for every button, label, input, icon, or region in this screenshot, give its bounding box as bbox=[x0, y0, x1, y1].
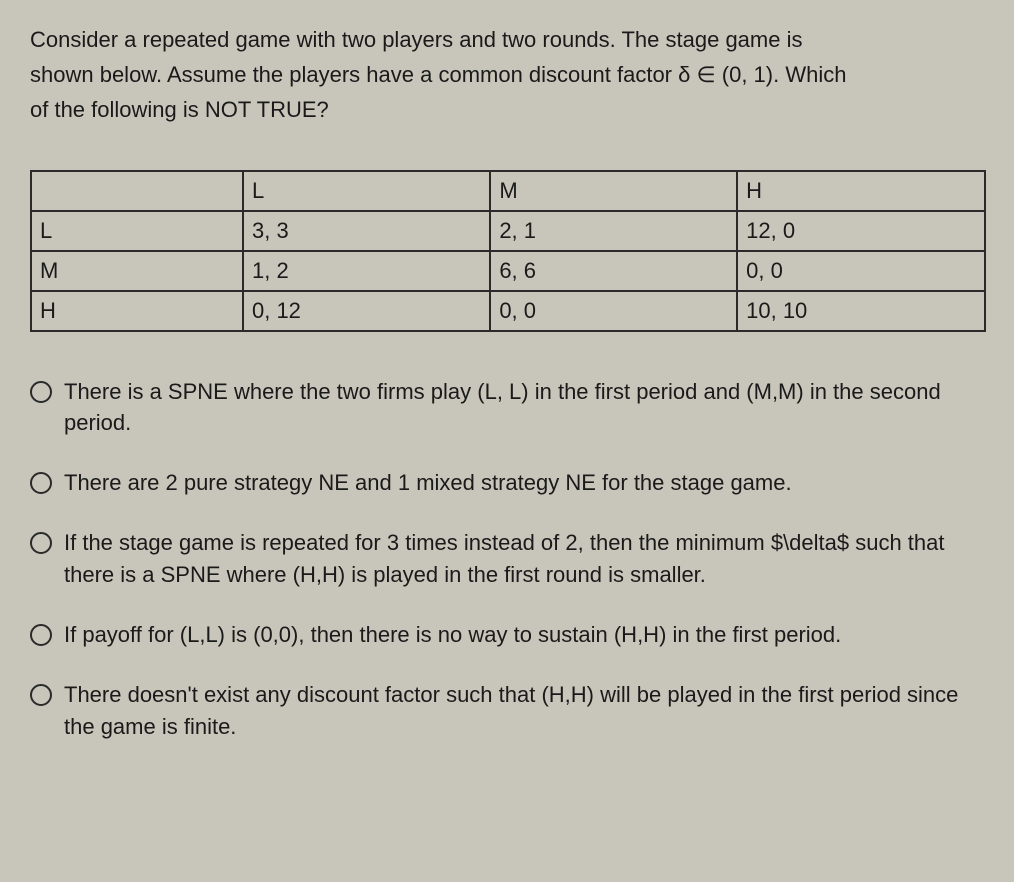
question-line-3: of the following is NOT TRUE? bbox=[30, 97, 329, 122]
payoff-cell: 0, 0 bbox=[490, 291, 737, 331]
payoff-cell: 3, 3 bbox=[243, 211, 490, 251]
option-text: If payoff for (L,L) is (0,0), then there… bbox=[64, 619, 988, 651]
option-text: If the stage game is repeated for 3 time… bbox=[64, 527, 988, 591]
row-header: L bbox=[31, 211, 243, 251]
radio-icon bbox=[30, 472, 52, 494]
question-page: Consider a repeated game with two player… bbox=[0, 0, 1014, 793]
table-header-row: L M H bbox=[31, 171, 985, 211]
option-text: There are 2 pure strategy NE and 1 mixed… bbox=[64, 467, 988, 499]
payoff-table: L M H L 3, 3 2, 1 12, 0 M 1, 2 6, 6 0, 0… bbox=[30, 170, 986, 332]
table-row: L 3, 3 2, 1 12, 0 bbox=[31, 211, 985, 251]
payoff-cell: 0, 12 bbox=[243, 291, 490, 331]
payoff-cell: 0, 0 bbox=[737, 251, 985, 291]
row-header: H bbox=[31, 291, 243, 331]
payoff-cell: 6, 6 bbox=[490, 251, 737, 291]
answer-option[interactable]: If payoff for (L,L) is (0,0), then there… bbox=[30, 619, 988, 651]
question-line-1: Consider a repeated game with two player… bbox=[30, 27, 802, 52]
radio-icon bbox=[30, 684, 52, 706]
payoff-cell: 12, 0 bbox=[737, 211, 985, 251]
table-corner-cell bbox=[31, 171, 243, 211]
col-header: H bbox=[737, 171, 985, 211]
radio-icon bbox=[30, 381, 52, 403]
answer-option[interactable]: There doesn't exist any discount factor … bbox=[30, 679, 988, 743]
table-row: M 1, 2 6, 6 0, 0 bbox=[31, 251, 985, 291]
answer-options: There is a SPNE where the two firms play… bbox=[30, 376, 988, 743]
option-text: There doesn't exist any discount factor … bbox=[64, 679, 988, 743]
answer-option[interactable]: There are 2 pure strategy NE and 1 mixed… bbox=[30, 467, 988, 499]
col-header: M bbox=[490, 171, 737, 211]
row-header: M bbox=[31, 251, 243, 291]
radio-icon bbox=[30, 532, 52, 554]
question-stem: Consider a repeated game with two player… bbox=[30, 22, 988, 128]
option-text: There is a SPNE where the two firms play… bbox=[64, 376, 988, 440]
payoff-cell: 1, 2 bbox=[243, 251, 490, 291]
question-line-2: shown below. Assume the players have a c… bbox=[30, 62, 846, 87]
table-row: H 0, 12 0, 0 10, 10 bbox=[31, 291, 985, 331]
answer-option[interactable]: If the stage game is repeated for 3 time… bbox=[30, 527, 988, 591]
answer-option[interactable]: There is a SPNE where the two firms play… bbox=[30, 376, 988, 440]
radio-icon bbox=[30, 624, 52, 646]
payoff-cell: 10, 10 bbox=[737, 291, 985, 331]
payoff-cell: 2, 1 bbox=[490, 211, 737, 251]
col-header: L bbox=[243, 171, 490, 211]
